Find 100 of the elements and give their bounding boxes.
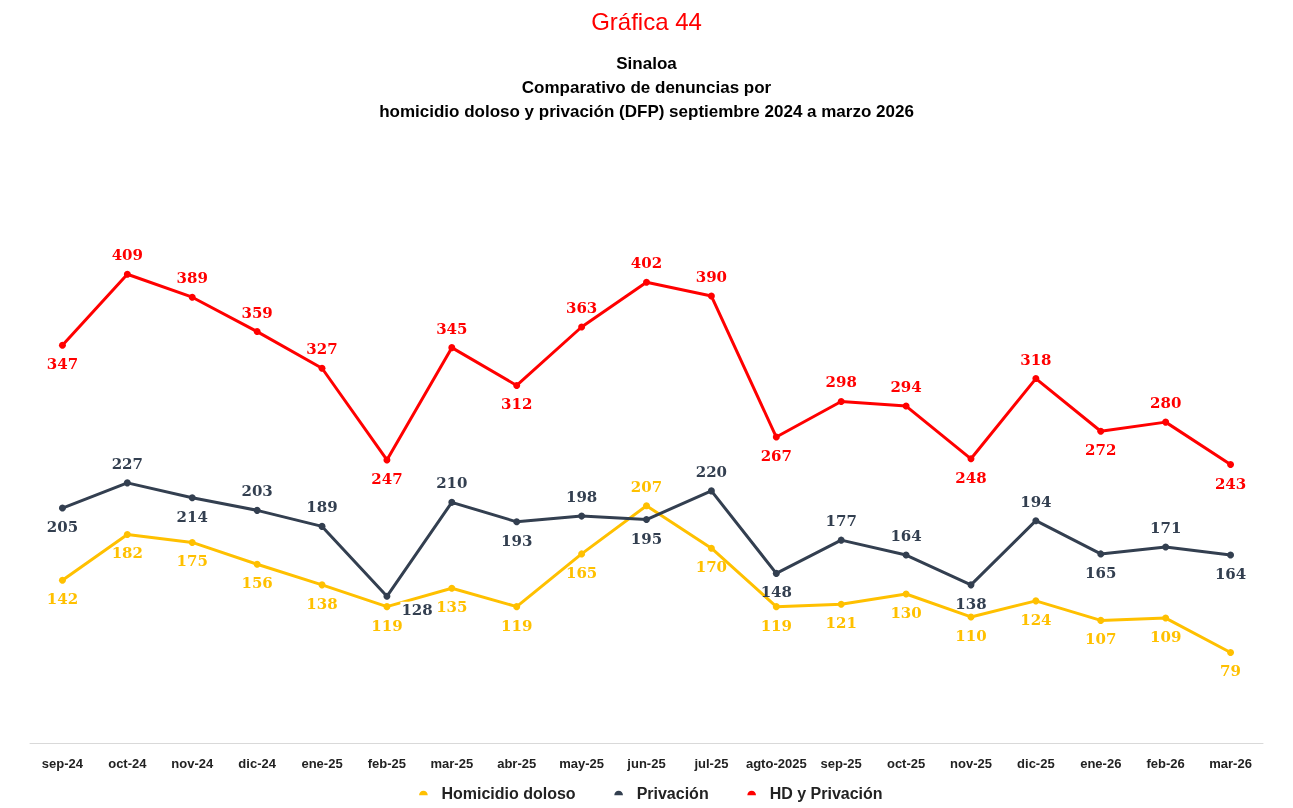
data-label: 124 — [1020, 610, 1052, 629]
data-label: 189 — [306, 498, 338, 517]
chart-title: Gráfica 44 — [591, 7, 702, 35]
point — [643, 278, 650, 286]
point — [448, 344, 456, 352]
point — [967, 455, 975, 463]
point — [58, 576, 66, 584]
point — [318, 364, 326, 372]
point — [772, 433, 780, 441]
point — [188, 494, 196, 502]
data-label: 194 — [1020, 492, 1052, 511]
data-label: 210 — [436, 474, 468, 493]
point — [643, 516, 650, 524]
point — [1097, 616, 1105, 624]
x-tick-label: ene-25 — [301, 756, 343, 771]
data-label: 138 — [306, 594, 338, 613]
point — [707, 292, 715, 300]
x-tick-label: mar-26 — [1209, 756, 1252, 771]
x-tick-label: may-25 — [559, 756, 605, 771]
data-label: 135 — [436, 598, 468, 617]
x-tick-label: oct-25 — [886, 756, 926, 771]
data-label: 110 — [955, 626, 987, 645]
data-label: 138 — [955, 594, 987, 613]
data-label: 128 — [401, 601, 433, 620]
point — [1162, 543, 1170, 551]
point — [707, 487, 715, 495]
data-label: 402 — [630, 254, 663, 273]
point — [58, 341, 66, 349]
data-label: 345 — [436, 319, 468, 338]
data-label: 347 — [46, 355, 79, 374]
point — [123, 479, 131, 487]
point — [1032, 375, 1040, 383]
point — [253, 328, 261, 336]
x-tick-label: sep-24 — [41, 756, 84, 771]
data-label: 177 — [825, 512, 857, 531]
point — [1227, 461, 1235, 469]
point — [1227, 551, 1235, 559]
point — [837, 600, 845, 608]
data-label: 389 — [176, 269, 208, 288]
point — [513, 603, 521, 611]
data-label: 156 — [241, 574, 273, 593]
point — [448, 584, 456, 592]
data-label: 203 — [241, 482, 273, 501]
x-tick-label: nov-24 — [171, 756, 214, 771]
data-label: 227 — [111, 454, 143, 473]
x-tick-label: mar-25 — [430, 756, 474, 771]
data-label: 363 — [565, 299, 598, 317]
data-label: 182 — [111, 544, 143, 563]
data-label: 121 — [825, 614, 857, 633]
x-tick-label: sep-25 — [820, 756, 862, 771]
legend-label: HD y Privación — [769, 784, 883, 802]
data-label: 359 — [241, 303, 273, 322]
data-label: 243 — [1214, 474, 1247, 493]
data-label: 107 — [1085, 630, 1117, 649]
data-label: 164 — [890, 527, 922, 546]
point — [383, 603, 391, 611]
data-label: 119 — [501, 616, 533, 635]
data-label: 248 — [955, 468, 987, 487]
data-label: 312 — [501, 395, 533, 414]
data-label: 119 — [760, 616, 792, 635]
point — [1032, 517, 1040, 525]
data-label: 148 — [760, 583, 792, 602]
point — [772, 569, 780, 577]
data-label: 119 — [371, 616, 403, 635]
x-tick-label: jun-25 — [626, 756, 666, 771]
point — [772, 603, 780, 611]
point — [123, 530, 131, 538]
data-label: 109 — [1150, 628, 1182, 647]
point — [318, 522, 326, 530]
x-tick-label: nov-25 — [950, 756, 992, 771]
data-label: 193 — [501, 531, 533, 550]
data-label: 198 — [565, 488, 598, 507]
point — [253, 506, 261, 514]
data-label: 267 — [760, 447, 792, 466]
point — [707, 544, 715, 552]
data-label: 390 — [695, 268, 728, 287]
legend-label: Privación — [636, 784, 709, 802]
data-label: 142 — [46, 590, 79, 609]
point — [383, 592, 391, 600]
point — [578, 323, 586, 331]
data-label: 165 — [1085, 563, 1117, 582]
data-label: 327 — [306, 340, 338, 359]
chart-subtitle: Sinaloa Comparativo de denuncias por homicidio doloso y privación (DFP) septiembre 2024 a marzo 2026 — [379, 53, 914, 121]
data-label: 164 — [1214, 565, 1247, 584]
point — [1162, 418, 1170, 426]
point — [1162, 614, 1170, 622]
point — [643, 502, 650, 510]
point — [578, 512, 586, 520]
data-label: 294 — [890, 378, 922, 397]
legend-label: Homicidio doloso — [441, 784, 576, 802]
data-label: 205 — [46, 518, 79, 537]
point — [1097, 427, 1105, 435]
x-tick-label: feb-26 — [1146, 756, 1185, 771]
data-label: 130 — [890, 604, 922, 623]
data-label: 247 — [371, 469, 403, 488]
point — [1227, 648, 1235, 656]
x-tick-label: feb-25 — [367, 756, 407, 771]
point — [513, 518, 521, 526]
data-label: 195 — [630, 529, 663, 548]
point — [837, 397, 845, 405]
